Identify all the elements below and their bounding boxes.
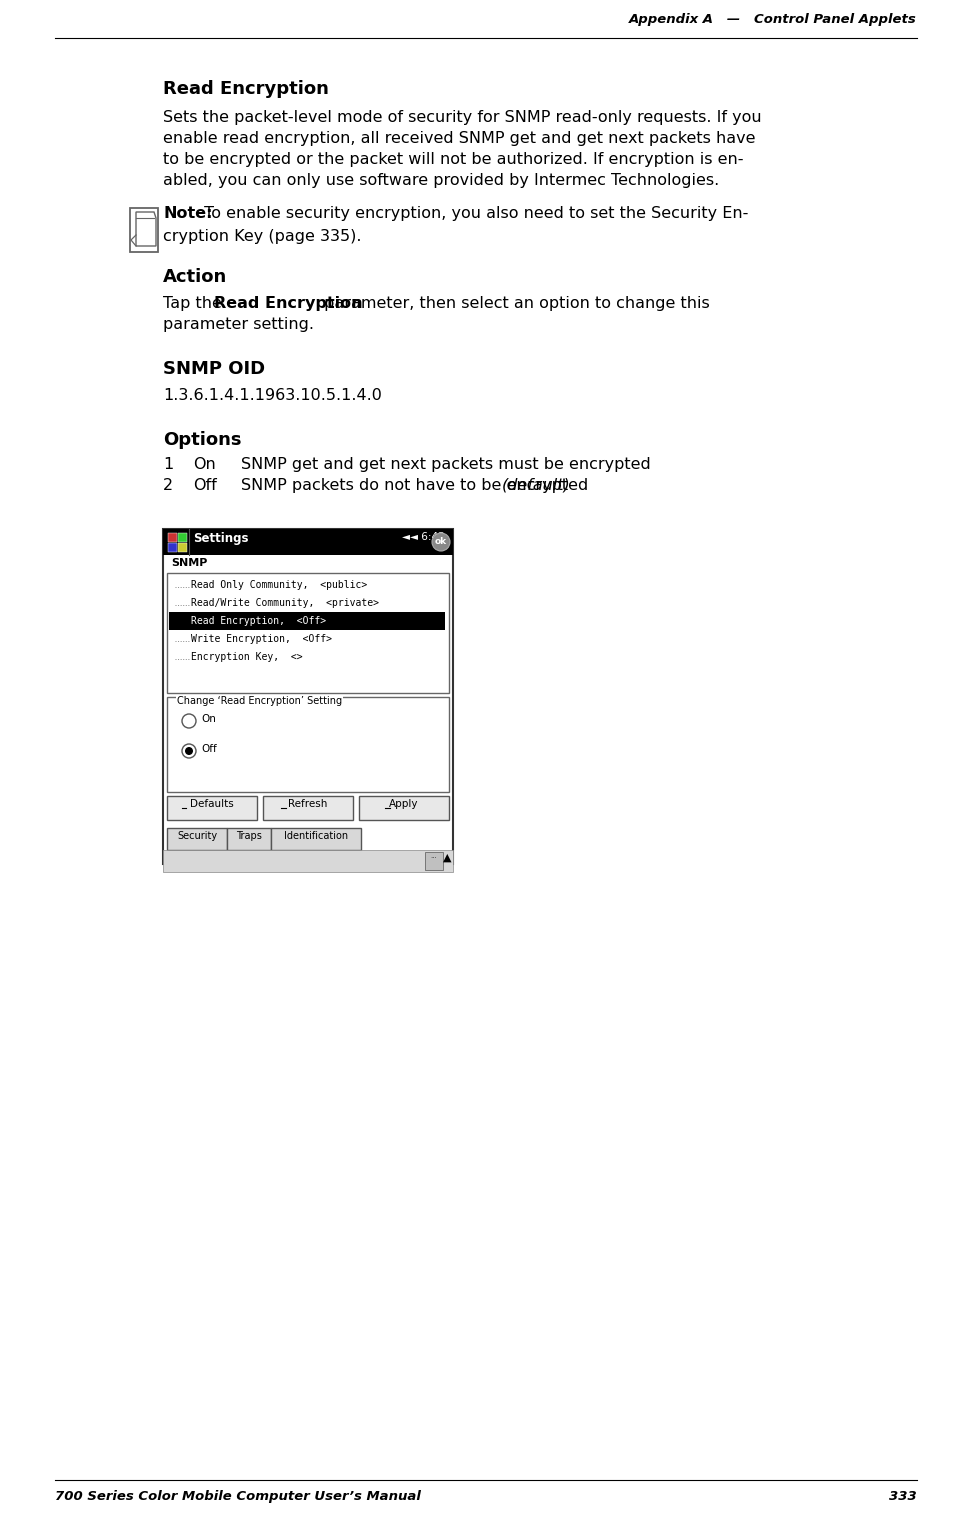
Circle shape: [432, 532, 450, 551]
Text: Off: Off: [201, 744, 217, 754]
Text: 333: 333: [889, 1491, 917, 1503]
Bar: [167, 573, 449, 694]
Bar: [359, 795, 449, 820]
Bar: [163, 850, 453, 872]
Text: On: On: [201, 713, 216, 724]
Text: Appendix A   —   Control Panel Applets: Appendix A — Control Panel Applets: [629, 14, 917, 26]
Text: ...: ...: [431, 853, 437, 859]
Text: Apply: Apply: [389, 799, 419, 809]
Text: Settings: Settings: [193, 532, 249, 545]
Text: Read Encryption: Read Encryption: [214, 297, 363, 310]
Text: Security: Security: [177, 830, 217, 841]
Text: Read Encryption,  <Off>: Read Encryption, <Off>: [191, 616, 327, 627]
Text: Off: Off: [193, 478, 217, 493]
Circle shape: [182, 744, 196, 757]
Text: Tap the: Tap the: [163, 297, 227, 310]
Text: enable read encryption, all received SNMP get and get next packets have: enable read encryption, all received SNM…: [163, 131, 755, 146]
Bar: [163, 529, 453, 864]
Text: ▲: ▲: [443, 853, 451, 862]
Text: parameter, then select an option to change this: parameter, then select an option to chan…: [319, 297, 710, 310]
Bar: [169, 611, 445, 630]
Text: SNMP OID: SNMP OID: [163, 360, 265, 379]
Bar: [178, 543, 187, 552]
Text: ok: ok: [434, 537, 447, 546]
Circle shape: [185, 747, 193, 754]
Text: Refresh: Refresh: [289, 799, 328, 809]
Text: parameter setting.: parameter setting.: [163, 316, 314, 332]
Text: SNMP packets do not have to be encrypted: SNMP packets do not have to be encrypted: [241, 478, 593, 493]
Text: (default): (default): [502, 478, 571, 493]
Text: SNMP: SNMP: [171, 558, 207, 567]
Bar: [271, 827, 361, 850]
Bar: [425, 852, 443, 870]
Bar: [227, 827, 271, 850]
Text: To enable security encryption, you also need to set the Security En-: To enable security encryption, you also …: [199, 205, 748, 221]
Text: cryption Key (page 335).: cryption Key (page 335).: [163, 230, 362, 243]
Text: On: On: [193, 456, 216, 472]
Circle shape: [182, 713, 196, 729]
Text: Options: Options: [163, 430, 241, 449]
Text: 2: 2: [163, 478, 173, 493]
Text: Action: Action: [163, 268, 227, 286]
Text: Identification: Identification: [284, 830, 348, 841]
Text: Encryption Key,  <>: Encryption Key, <>: [191, 653, 302, 662]
Text: Sets the packet-level mode of security for SNMP read-only requests. If you: Sets the packet-level mode of security f…: [163, 110, 762, 125]
Text: Note:: Note:: [163, 205, 213, 221]
Text: Write Encryption,  <Off>: Write Encryption, <Off>: [191, 634, 332, 643]
Text: Read/Write Community,  <private>: Read/Write Community, <private>: [191, 598, 379, 608]
Text: to be encrypted or the packet will not be authorized. If encryption is en-: to be encrypted or the packet will not b…: [163, 152, 744, 167]
Bar: [167, 697, 449, 792]
Text: 1.3.6.1.4.1.1963.10.5.1.4.0: 1.3.6.1.4.1.1963.10.5.1.4.0: [163, 388, 382, 403]
Bar: [178, 532, 187, 541]
Text: Read Encryption: Read Encryption: [163, 81, 329, 97]
Text: Change ‘Read Encryption’ Setting: Change ‘Read Encryption’ Setting: [177, 697, 342, 706]
Text: 1: 1: [163, 456, 173, 472]
Text: Read Only Community,  <public>: Read Only Community, <public>: [191, 580, 367, 590]
Text: 700 Series Color Mobile Computer User’s Manual: 700 Series Color Mobile Computer User’s …: [55, 1491, 421, 1503]
Bar: [168, 543, 177, 552]
Bar: [163, 529, 453, 555]
Text: Traps: Traps: [236, 830, 261, 841]
Text: Defaults: Defaults: [191, 799, 234, 809]
Bar: [167, 827, 227, 850]
Bar: [168, 532, 177, 541]
Bar: [263, 795, 353, 820]
Text: SNMP get and get next packets must be encrypted: SNMP get and get next packets must be en…: [241, 456, 650, 472]
Text: ◄◄ 6:43: ◄◄ 6:43: [402, 532, 445, 541]
Bar: [167, 795, 257, 820]
Text: abled, you can only use software provided by Intermec Technologies.: abled, you can only use software provide…: [163, 173, 719, 189]
